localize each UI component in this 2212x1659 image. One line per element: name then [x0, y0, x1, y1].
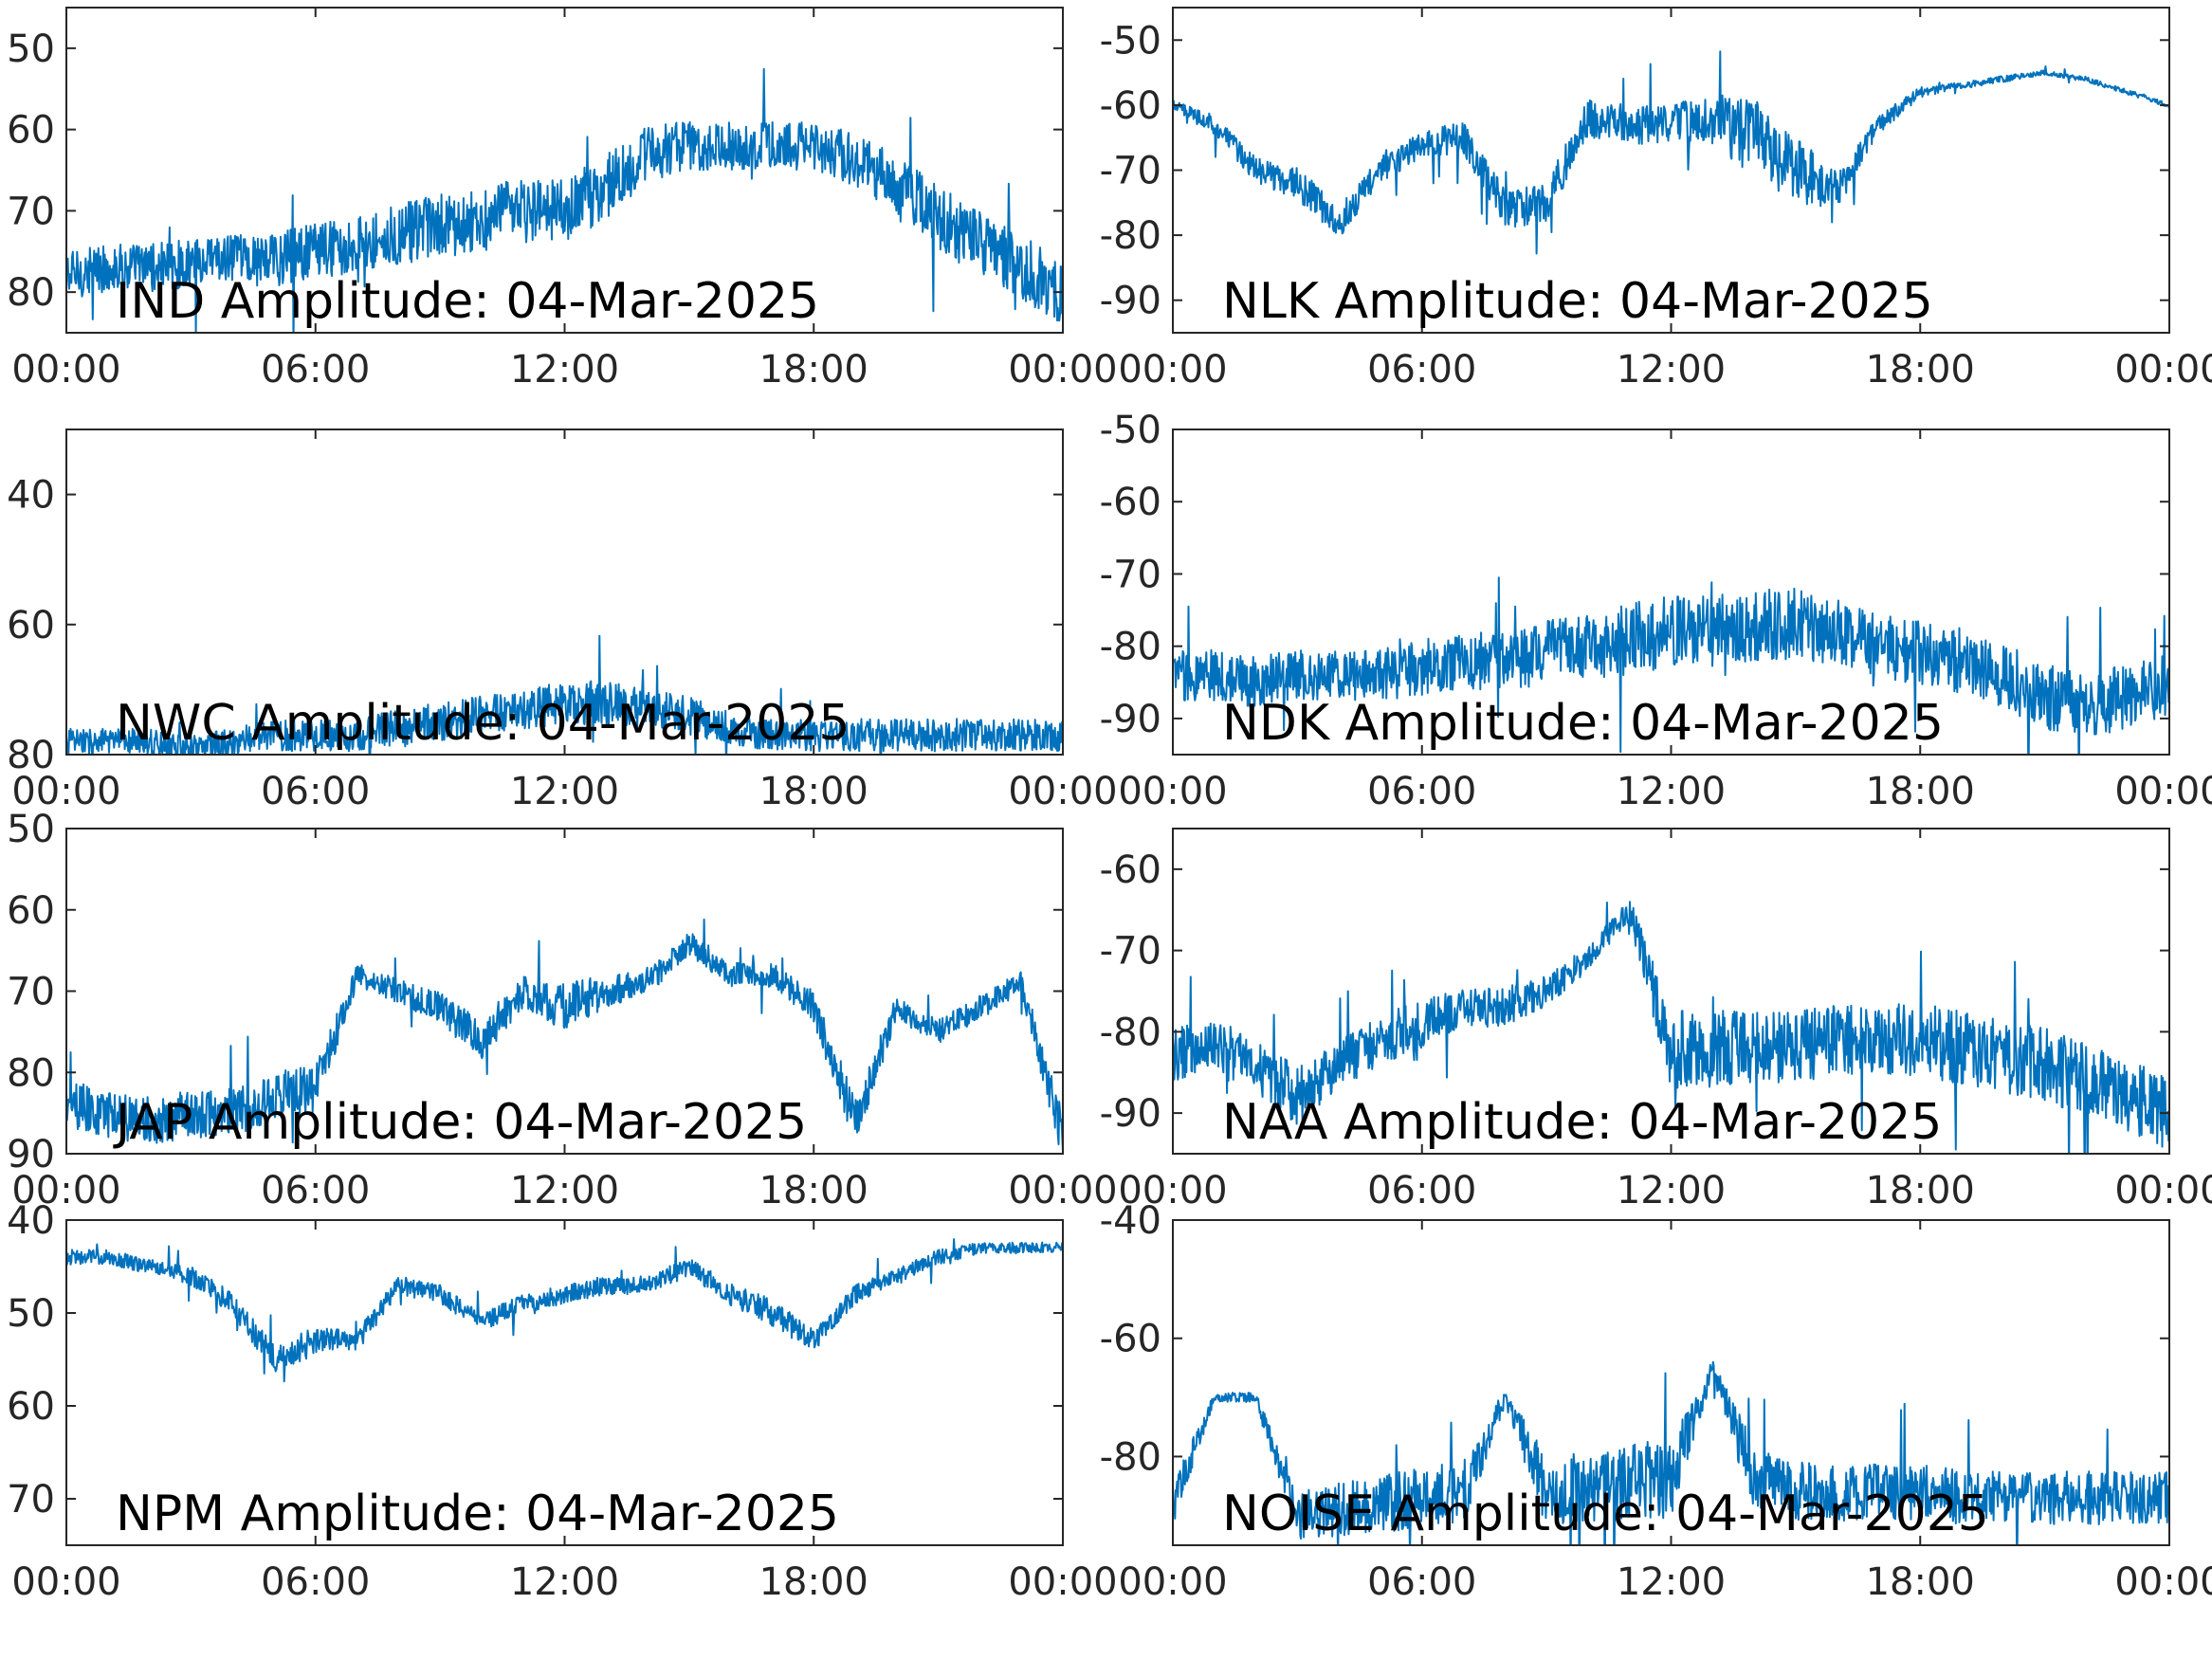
panel-title: NDK Amplitude: 04-Mar-2025: [1222, 695, 1944, 752]
x-tick-label: 12:00: [1617, 1169, 1726, 1212]
chart-panel: 00:00 06:00 12:00 18:00 00:00 50 60 70 80 IND Amp…: [7, 7, 1118, 392]
chart-panel: 00:00 06:00 12:00 18:00 00:00 -50 -60 -70 -80 -90…: [1100, 409, 2212, 813]
chart-panel: 00:00 06:00 12:00 18:00 00:00 50 60 70 80 90 JAP A…: [7, 808, 1118, 1212]
x-tick-label: 06:00: [1367, 770, 1476, 813]
x-tick-label: 00:00: [11, 1169, 120, 1212]
x-tick-label: 00:00: [2114, 1169, 2212, 1212]
y-tick-label: -70: [1100, 553, 1161, 596]
x-tick-label: 12:00: [1617, 1560, 1726, 1604]
y-tick-label: 70: [7, 1478, 55, 1522]
x-tick-label: 06:00: [1367, 1560, 1476, 1604]
y-tick-label: 50: [7, 808, 55, 851]
x-tick-label: 12:00: [510, 1169, 619, 1212]
x-tick-label: 18:00: [759, 1560, 868, 1604]
x-tick-label: 06:00: [261, 348, 370, 392]
series-line: [66, 1238, 1063, 1383]
series-line: [1173, 1360, 2169, 1545]
x-tick-label: 06:00: [261, 1560, 370, 1604]
y-tick-label: -80: [1100, 1011, 1161, 1054]
x-tick-label: 06:00: [261, 770, 370, 813]
x-tick-label: 00:00: [11, 348, 120, 392]
x-tick-label: 00:00: [11, 770, 120, 813]
y-tick-label: 60: [7, 1385, 55, 1429]
x-tick-label: 00:00: [1118, 1169, 1227, 1212]
y-tick-label: 40: [7, 1199, 55, 1243]
y-tick-label: -90: [1100, 280, 1161, 323]
chart-panel: 00:00 06:00 12:00 18:00 00:00 -40 -60 -80 NOISE …: [1100, 1199, 2212, 1604]
y-tick-label: -80: [1100, 1435, 1161, 1479]
x-tick-label: 06:00: [1367, 348, 1476, 392]
y-tick-label: -70: [1100, 930, 1161, 974]
x-tick-label: 12:00: [510, 348, 619, 392]
panel-title: NPM Amplitude: 04-Mar-2025: [116, 1486, 839, 1542]
y-tick-label: 90: [7, 1133, 55, 1176]
y-tick-label: -70: [1100, 150, 1161, 193]
panel-title: NLK Amplitude: 04-Mar-2025: [1222, 273, 1933, 330]
x-tick-label: 00:00: [1118, 1560, 1227, 1604]
x-tick-label: 06:00: [1367, 1169, 1476, 1212]
y-tick-label: -40: [1100, 1199, 1161, 1243]
series-line: [1173, 901, 2169, 1154]
series-line: [1173, 576, 2169, 755]
x-tick-label: 06:00: [261, 1169, 370, 1212]
x-tick-label: 00:00: [1008, 770, 1117, 813]
panel-title: JAP Amplitude: 04-Mar-2025: [113, 1094, 807, 1151]
y-tick-label: -60: [1100, 481, 1161, 524]
y-tick-label: -60: [1100, 848, 1161, 892]
panel-title: IND Amplitude: 04-Mar-2025: [116, 273, 819, 330]
panel-title: NOISE Amplitude: 04-Mar-2025: [1222, 1486, 1989, 1542]
x-tick-label: 18:00: [1866, 1169, 1975, 1212]
y-tick-label: -50: [1100, 409, 1161, 452]
x-tick-label: 00:00: [11, 1560, 120, 1604]
x-tick-label: 18:00: [759, 770, 868, 813]
x-tick-label: 00:00: [2114, 1560, 2212, 1604]
y-tick-label: -80: [1100, 626, 1161, 669]
y-tick-label: 70: [7, 971, 55, 1014]
y-tick-label: 40: [7, 474, 55, 518]
series-line: [66, 634, 1063, 755]
x-tick-label: 12:00: [510, 1560, 619, 1604]
y-tick-label: 50: [7, 1292, 55, 1336]
x-tick-label: 12:00: [1617, 770, 1726, 813]
panel-title: NWC Amplitude: 04-Mar-2025: [116, 695, 850, 752]
y-tick-label: 60: [7, 889, 55, 933]
x-tick-label: 12:00: [1617, 348, 1726, 392]
panel-title: NAA Amplitude: 04-Mar-2025: [1222, 1094, 1942, 1151]
y-tick-label: -60: [1100, 1318, 1161, 1361]
x-tick-label: 00:00: [1008, 348, 1117, 392]
series-line: [1173, 50, 2169, 255]
y-tick-label: 60: [7, 109, 55, 153]
y-tick-label: -90: [1100, 698, 1161, 741]
x-tick-label: 00:00: [2114, 770, 2212, 813]
x-tick-label: 00:00: [1008, 1560, 1117, 1604]
series-line: [66, 918, 1063, 1153]
chart-panel: 00:00 06:00 12:00 18:00 00:00 -60 -70 -80 -90 NAA…: [1100, 828, 2212, 1212]
x-tick-label: 12:00: [510, 770, 619, 813]
chart-panel: 00:00 06:00 12:00 18:00 00:00 -50 -60 -70 -80 -90…: [1100, 7, 2212, 392]
y-tick-label: 50: [7, 27, 55, 71]
series-line: [66, 67, 1063, 333]
x-tick-label: 00:00: [1008, 1169, 1117, 1212]
x-tick-label: 18:00: [1866, 348, 1975, 392]
x-tick-label: 18:00: [759, 348, 868, 392]
y-tick-label: -60: [1100, 84, 1161, 128]
x-tick-label: 00:00: [1118, 770, 1227, 813]
chart-panel: 00:00 06:00 12:00 18:00 00:00 40 50 60 70 NPM Amp…: [7, 1199, 1118, 1604]
y-tick-label: 60: [7, 604, 55, 647]
y-tick-label: 80: [7, 734, 55, 777]
x-tick-label: 00:00: [1118, 348, 1227, 392]
y-tick-label: -50: [1100, 19, 1161, 63]
chart-panel: 00:00 06:00 12:00 18:00 00:00 40 60 80 NWC Ampli…: [7, 428, 1118, 813]
x-tick-label: 00:00: [2114, 348, 2212, 392]
y-tick-label: 70: [7, 190, 55, 233]
y-tick-label: -90: [1100, 1092, 1161, 1136]
y-tick-label: 80: [7, 271, 55, 315]
y-tick-label: 80: [7, 1051, 55, 1095]
x-tick-label: 18:00: [759, 1169, 868, 1212]
x-tick-label: 18:00: [1866, 770, 1975, 813]
y-tick-label: -80: [1100, 214, 1161, 258]
x-tick-label: 18:00: [1866, 1560, 1975, 1604]
